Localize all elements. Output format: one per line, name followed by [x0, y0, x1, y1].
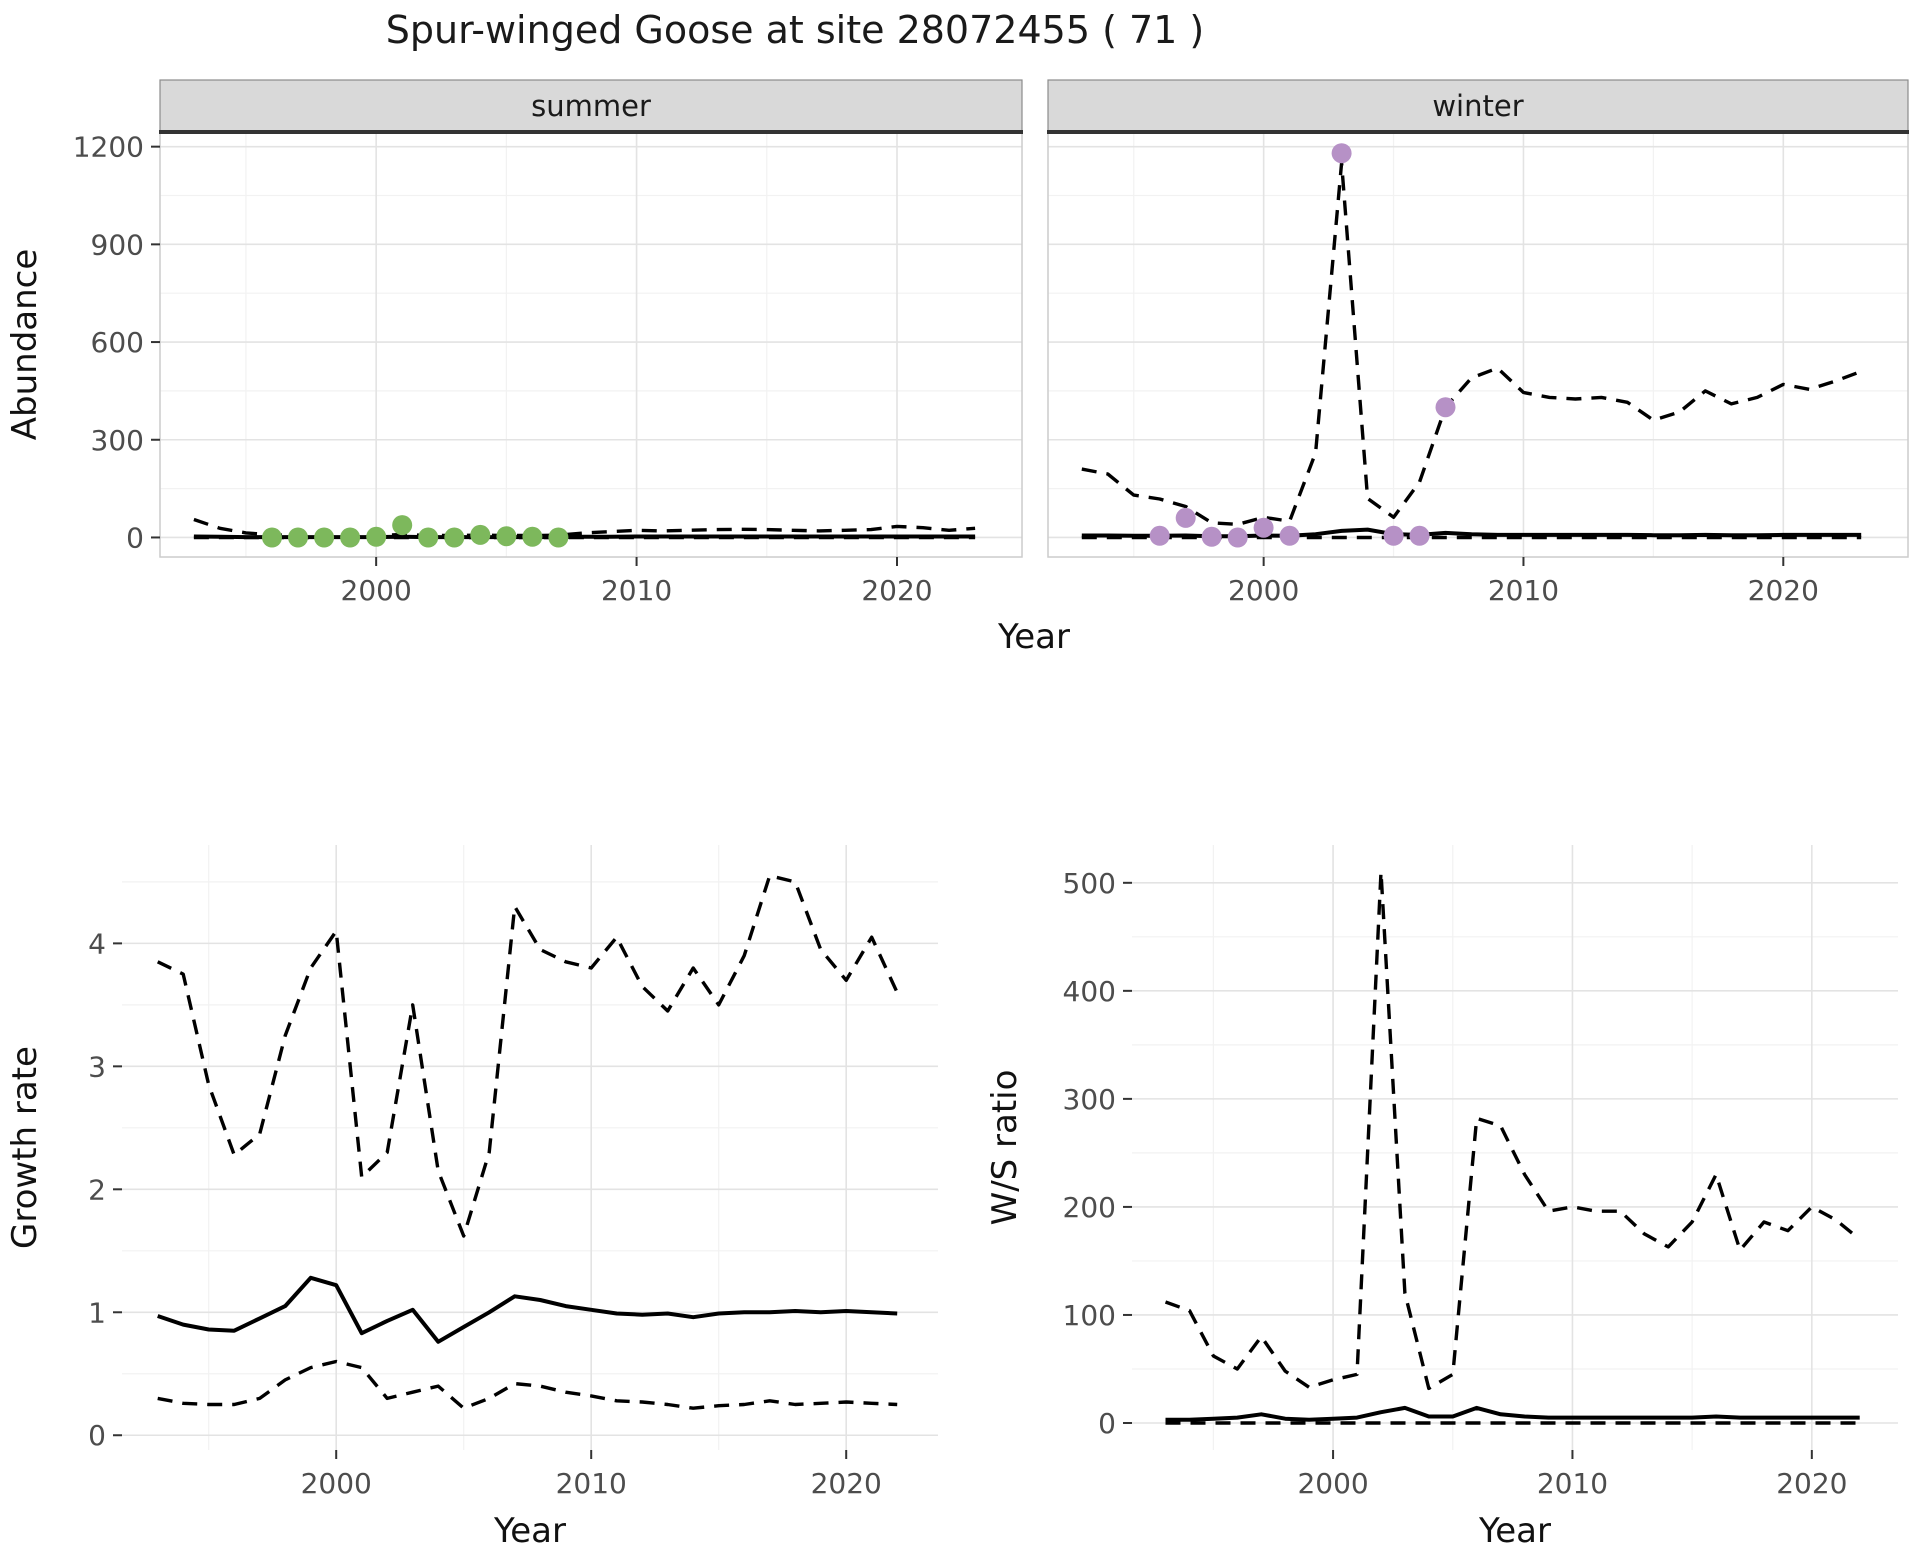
abundance-facet-chart: summer 2000 2010 2020 0 300 600 900 1200 winter 20…	[5, 79, 1909, 657]
x-tick-label: 2010	[601, 574, 672, 607]
data-point-observed	[1201, 526, 1222, 547]
y-tick-label: 300	[1063, 1083, 1116, 1116]
x-tick-label: 2010	[1488, 574, 1559, 607]
y-tick-label: 900	[91, 228, 144, 261]
facet-strip-label: winter	[1432, 89, 1523, 123]
data-point-observed	[262, 527, 282, 548]
x-tick-label: 2010	[556, 1467, 627, 1500]
y-tick-label: 100	[1063, 1299, 1116, 1332]
y-tick-label: 1	[88, 1296, 106, 1329]
y-axis-title: W/S ratio	[985, 1070, 1025, 1226]
data-point-observed	[1175, 507, 1196, 528]
data-point-observed	[1383, 525, 1404, 546]
x-tick-label: 2000	[301, 1467, 372, 1500]
y-tick-label: 500	[1063, 867, 1116, 900]
y-axis-title: Growth rate	[5, 1046, 45, 1249]
y-tick-label: 0	[88, 1419, 106, 1452]
y-tick-label: 3	[88, 1050, 106, 1083]
data-point-observed	[418, 527, 439, 548]
data-point-observed	[288, 527, 308, 548]
growth-rate-chart: 2000 2010 2020 0 1 2 3 4 Year Growth rate	[5, 845, 938, 1551]
series-upper_ci	[156, 874, 899, 1238]
data-point-observed	[392, 515, 413, 536]
data-point-observed	[522, 526, 543, 547]
series-mean	[193, 534, 976, 540]
data-point-observed	[1331, 143, 1352, 164]
x-axis-title: Year	[493, 1511, 566, 1551]
y-tick-label: 4	[88, 927, 106, 960]
data-point-observed	[314, 527, 335, 548]
series-lower_ci	[157, 1359, 898, 1410]
data-point-observed	[444, 527, 465, 548]
data-point-observed	[366, 526, 387, 547]
x-tick-label: 2020	[1776, 1467, 1847, 1500]
data-point-observed	[496, 526, 517, 547]
x-tick-label: 2000	[341, 574, 412, 607]
y-tick-label: 300	[91, 424, 144, 457]
panel-background	[1132, 845, 1898, 1450]
y-tick-label: 200	[1063, 1191, 1116, 1224]
y-tick-label: 1200	[73, 131, 144, 164]
x-axis-title: Year	[997, 617, 1070, 657]
x-tick-label: 2020	[811, 1467, 882, 1500]
facet-strip	[159, 79, 1023, 133]
y-axis-title: Abundance	[5, 249, 45, 441]
data-point-observed	[1227, 527, 1248, 548]
x-tick-label: 2000	[1297, 1467, 1368, 1500]
x-tick-label: 2020	[1748, 574, 1819, 607]
data-point-observed	[470, 524, 491, 545]
data-point-observed	[340, 527, 361, 548]
data-point-observed	[1279, 525, 1300, 546]
panel-background	[122, 845, 938, 1450]
series-upper_ci	[1164, 870, 1861, 1391]
x-tick-label: 2000	[1228, 574, 1299, 607]
data-point-observed	[1409, 525, 1430, 546]
series-mean	[157, 1275, 898, 1344]
series-upper_ci	[1081, 161, 1862, 527]
x-tick-label: 2020	[861, 574, 932, 607]
chart-title: Spur-winged Goose at site 28072455 ( 71 …	[385, 8, 1205, 52]
ws-ratio-chart: 2000 2010 2020 0 100 200 300 400 500 Year W/S rati…	[985, 845, 1898, 1551]
y-tick-label: 0	[1098, 1407, 1116, 1440]
data-point-observed	[1253, 517, 1274, 538]
x-tick-label: 2010	[1537, 1467, 1608, 1500]
y-tick-label: 400	[1063, 975, 1116, 1008]
facet-strip	[1047, 79, 1909, 133]
y-tick-label: 2	[88, 1173, 106, 1206]
y-tick-label: 600	[91, 326, 144, 359]
data-point-observed	[1149, 525, 1170, 546]
y-tick-label: 0	[126, 521, 144, 554]
panel-background	[1048, 132, 1908, 557]
facet-strip-label: summer	[531, 89, 651, 123]
data-point-observed	[1435, 397, 1456, 418]
x-axis-title: Year	[1478, 1511, 1551, 1551]
panel-background	[160, 132, 1022, 557]
series-mean	[1165, 1405, 1860, 1422]
data-point-observed	[548, 527, 569, 548]
